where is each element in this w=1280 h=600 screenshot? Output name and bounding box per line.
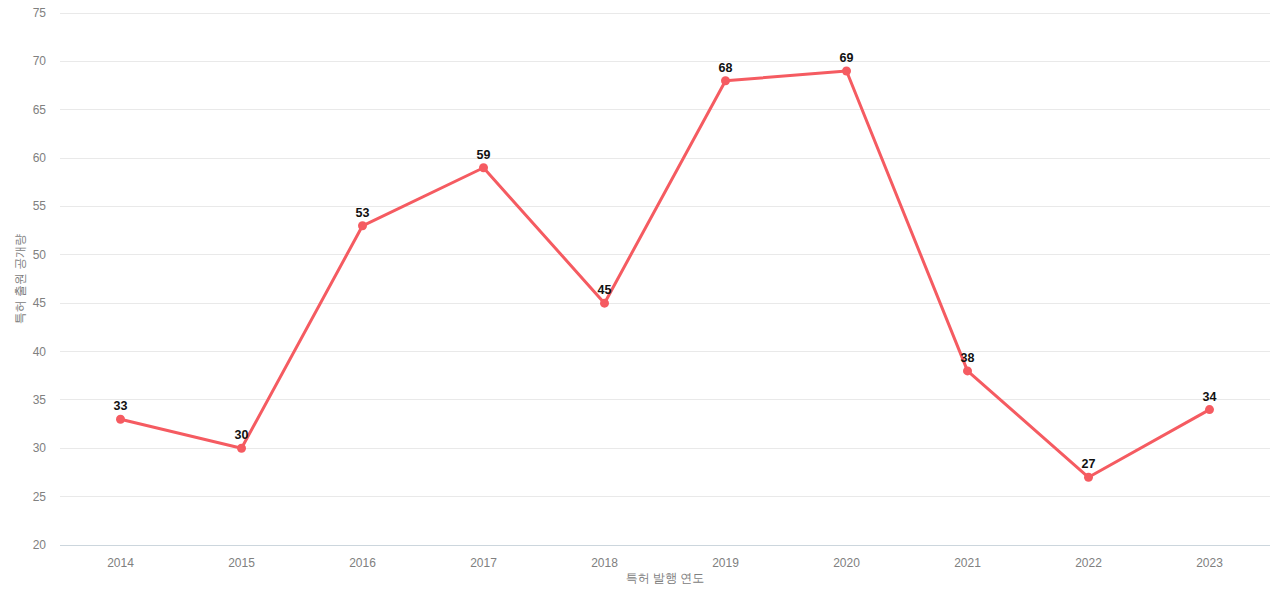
- y-tick-label: 30: [33, 441, 47, 455]
- data-point[interactable]: [963, 366, 972, 375]
- x-tick-label: 2017: [470, 556, 497, 570]
- y-tick-label: 55: [33, 199, 47, 213]
- y-tick-label: 20: [33, 538, 47, 552]
- x-tick-label: 2020: [833, 556, 860, 570]
- data-point-label: 33: [114, 399, 128, 413]
- y-tick-label: 75: [33, 6, 47, 20]
- y-tick-label: 40: [33, 345, 47, 359]
- y-tick-label: 45: [33, 296, 47, 310]
- x-tick-label: 2023: [1196, 556, 1223, 570]
- data-point-label: 38: [961, 351, 975, 365]
- data-point[interactable]: [600, 299, 609, 308]
- y-tick-label: 65: [33, 103, 47, 117]
- data-point-label: 27: [1082, 457, 1096, 471]
- data-point-label: 68: [719, 61, 733, 75]
- y-tick-label: 50: [33, 248, 47, 262]
- x-tick-label: 2014: [107, 556, 134, 570]
- plot-svg: 20 25 30 35 40 45 50 55 60 65 70 75 2014 2015 2016 2017…: [0, 0, 1280, 600]
- y-tick-label: 35: [33, 393, 47, 407]
- x-tick-label: 2022: [1075, 556, 1102, 570]
- y-tick-label: 60: [33, 151, 47, 165]
- x-tick-label: 2019: [712, 556, 739, 570]
- y-axis-title: 특허 출원 공개량: [12, 234, 29, 325]
- data-line: [121, 71, 1210, 477]
- data-point-label: 34: [1203, 390, 1217, 404]
- y-tick-label: 70: [33, 54, 47, 68]
- data-point[interactable]: [358, 221, 367, 230]
- x-axis-title: 특허 발행 연도: [626, 570, 705, 587]
- x-tick-label: 2015: [228, 556, 255, 570]
- y-tick-label: 25: [33, 490, 47, 504]
- data-point-label: 59: [477, 148, 491, 162]
- data-point[interactable]: [116, 415, 125, 424]
- data-point-label: 69: [840, 51, 854, 65]
- data-point[interactable]: [237, 444, 246, 453]
- data-point[interactable]: [721, 76, 730, 85]
- data-point[interactable]: [1084, 473, 1093, 482]
- data-point[interactable]: [1205, 405, 1214, 414]
- data-point-label: 30: [235, 428, 249, 442]
- data-point-label: 45: [598, 283, 612, 297]
- data-point-label: 53: [356, 206, 370, 220]
- x-tick-label: 2016: [349, 556, 376, 570]
- data-point[interactable]: [479, 163, 488, 172]
- x-tick-label: 2018: [591, 556, 618, 570]
- line-chart: 20 25 30 35 40 45 50 55 60 65 70 75 2014 2015 2016 2017…: [0, 0, 1280, 600]
- data-point[interactable]: [842, 67, 851, 76]
- x-tick-label: 2021: [954, 556, 981, 570]
